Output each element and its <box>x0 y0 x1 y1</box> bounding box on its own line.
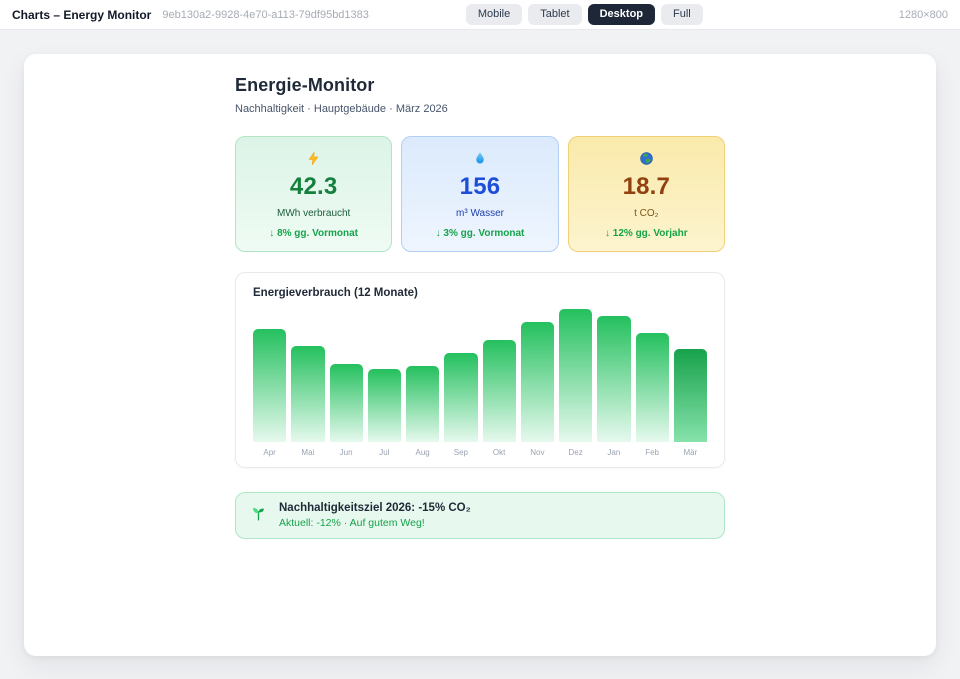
bar-label: Nov <box>530 448 545 457</box>
bar-column: Nov <box>520 309 554 458</box>
banner-text: Nachhaltigkeitsziel 2026: -15% CO₂ Aktue… <box>279 502 471 529</box>
bar-Mai <box>291 346 325 442</box>
bar-Feb <box>635 332 669 442</box>
device-button-mobile[interactable]: Mobile <box>465 3 523 26</box>
bar-Jun <box>329 363 363 442</box>
bar-label: Aug <box>415 448 430 457</box>
bar-label: Mär <box>683 448 698 457</box>
kpi-card-water: 156 m³ Wasser ↓ 3% gg. Vormonat <box>401 136 559 252</box>
bar-label: Okt <box>492 448 506 457</box>
preview-panel: Energie-Monitor Nachhaltigkeit · Hauptge… <box>24 54 936 656</box>
globe-icon <box>577 150 716 166</box>
energy-chart-card: Energieverbrauch (12 Monate) Apr Mai Jun Ju… <box>235 272 725 468</box>
lightning-bolt-icon <box>244 150 383 166</box>
bar-area <box>329 309 363 442</box>
device-button-desktop[interactable]: Desktop <box>587 3 656 26</box>
bar-column: Jan <box>597 309 631 458</box>
bar-column: Dez <box>559 309 593 458</box>
bar-area <box>291 309 325 442</box>
bar-area <box>406 309 440 442</box>
bar-label: Jul <box>379 448 390 457</box>
bar-label: Feb <box>645 448 660 457</box>
app-title: Charts – Energy Monitor <box>12 7 152 22</box>
bar-Mär <box>673 348 707 442</box>
bar-column: Jun <box>329 309 363 458</box>
bar-label: Apr <box>263 448 276 457</box>
dashboard-content: Energie-Monitor Nachhaltigkeit · Hauptge… <box>235 54 725 539</box>
bar-column: Mär <box>673 309 707 458</box>
device-switcher: Mobile Tablet Desktop Full <box>465 3 703 26</box>
device-button-tablet[interactable]: Tablet <box>528 3 582 26</box>
bar-column: Sep <box>444 309 478 458</box>
kpi-label: MWh verbraucht <box>276 208 351 219</box>
bar-label: Jan <box>607 448 621 457</box>
bar-area <box>559 309 593 442</box>
banner-subtitle: Aktuell: -12% · Auf gutem Weg! <box>279 517 425 529</box>
bar-label: Jun <box>339 448 353 457</box>
session-uuid: 9eb130a2-9928-4e70-a113-79df95bd1383 <box>162 8 369 21</box>
kpi-value: 18.7 <box>622 173 671 200</box>
kpi-trend: ↓ 8% gg. Vormonat <box>269 228 359 239</box>
water-droplet-icon <box>410 150 549 166</box>
sustainability-banner: Nachhaltigkeitsziel 2026: -15% CO₂ Aktue… <box>235 492 725 539</box>
bar-Okt <box>482 339 516 442</box>
bar-area <box>597 309 631 442</box>
viewport-size-label: 1280×800 <box>898 8 948 21</box>
bar-label: Dez <box>568 448 583 457</box>
seedling-icon <box>250 505 267 527</box>
bar-Jul <box>367 368 401 442</box>
kpi-card-co2: 18.7 t CO₂ ↓ 12% gg. Vorjahr <box>567 136 725 252</box>
bar-Sep <box>444 352 478 442</box>
kpi-trend: ↓ 12% gg. Vorjahr <box>605 228 688 239</box>
chart-title: Energieverbrauch (12 Monate) <box>253 287 418 299</box>
bar-Dez <box>559 309 593 442</box>
bar-area <box>673 309 707 442</box>
page-subtitle: Nachhaltigkeit · Hauptgebäude · März 202… <box>235 103 448 115</box>
bar-area <box>367 309 401 442</box>
bar-Nov <box>520 322 554 442</box>
bar-area <box>635 309 669 442</box>
kpi-label: t CO₂ <box>634 208 659 219</box>
bar-Apr <box>253 328 287 442</box>
bar-area <box>253 309 287 442</box>
bar-column: Apr <box>253 309 287 458</box>
kpi-value: 156 <box>459 173 501 200</box>
bar-chart: Apr Mai Jun Jul Aug Sep Okt Nov Dez Jan Feb Mär <box>253 309 707 458</box>
kpi-card-energy: 42.3 MWh verbraucht ↓ 8% gg. Vormonat <box>235 136 393 252</box>
bar-label: Mai <box>301 448 315 457</box>
bar-column: Mai <box>291 309 325 458</box>
kpi-value: 42.3 <box>289 173 338 200</box>
kpi-label: m³ Wasser <box>456 208 504 219</box>
bar-column: Aug <box>406 309 440 458</box>
top-toolbar: Charts – Energy Monitor 9eb130a2-9928-4e… <box>0 0 960 30</box>
page-title: Energie-Monitor <box>235 75 375 95</box>
device-button-full[interactable]: Full <box>661 3 703 26</box>
bar-area <box>482 309 516 442</box>
bar-column: Feb <box>635 309 669 458</box>
bar-Jan <box>597 315 631 442</box>
bar-area <box>444 309 478 442</box>
bar-label: Sep <box>453 448 468 457</box>
kpi-trend: ↓ 3% gg. Vormonat <box>435 228 525 239</box>
bar-column: Jul <box>367 309 401 458</box>
banner-title: Nachhaltigkeitsziel 2026: -15% CO₂ <box>279 502 471 514</box>
bar-area <box>520 309 554 442</box>
bar-Aug <box>406 366 440 442</box>
bar-column: Okt <box>482 309 516 458</box>
kpi-row: 42.3 MWh verbraucht ↓ 8% gg. Vormonat 15… <box>235 136 725 252</box>
